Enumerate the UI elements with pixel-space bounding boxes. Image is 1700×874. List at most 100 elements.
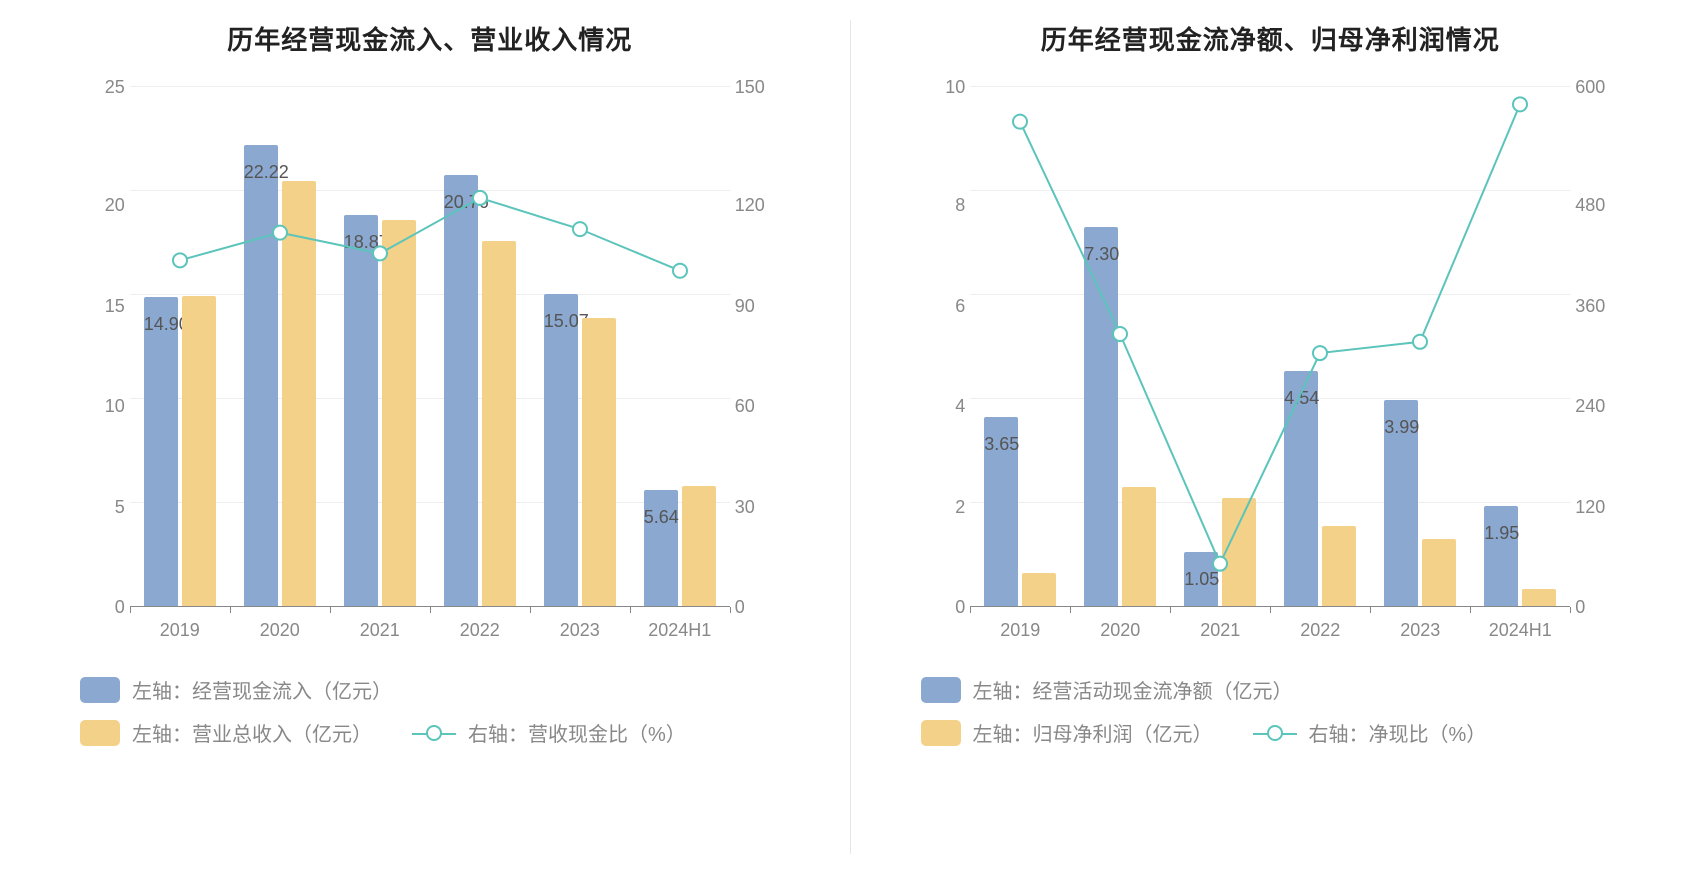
y-tick: 10 — [910, 78, 965, 96]
bar-a: 5.64 — [644, 490, 678, 607]
y-tick: 6 — [910, 297, 965, 315]
bar-b — [1122, 487, 1156, 607]
left-legend: 左轴：经营现金流入（亿元） 左轴：营业总收入（亿元） 右轴：营收现金比（%） — [80, 675, 820, 747]
swatch-bar-icon — [80, 720, 120, 746]
bar-b — [1322, 526, 1356, 607]
bar-a: 18.87 — [344, 215, 378, 607]
x-tick: 2019 — [130, 612, 230, 647]
left-bars: 14.90 22.22 18.87 20.76 15.07 5.64 — [130, 87, 730, 607]
legend-item-bar-b: 左轴：归母净利润（亿元） — [921, 718, 1213, 747]
bar-group: 3.99 — [1370, 87, 1470, 607]
bar-value-label: 5.64 — [644, 507, 678, 528]
left-y-axis-left: 2520151050 — [70, 87, 125, 607]
legend-label: 右轴：营收现金比（%） — [468, 718, 686, 747]
bar-value-label: 4.54 — [1284, 388, 1318, 409]
x-tick: 2023 — [1370, 612, 1470, 647]
y-tick: 5 — [70, 498, 125, 516]
bar-b — [1222, 498, 1256, 607]
bar-b — [582, 318, 616, 607]
y-tick: 120 — [735, 196, 790, 214]
bar-group: 20.76 — [430, 87, 530, 607]
legend-label: 左轴：营业总收入（亿元） — [132, 718, 372, 747]
right-panel: 历年经营现金流净额、归母净利润情况 1086420 60048036024012… — [861, 20, 1681, 854]
left-plot: 14.90 22.22 18.87 20.76 15.07 5.64 — [130, 87, 730, 607]
y-tick: 120 — [1575, 498, 1630, 516]
bar-value-label: 22.22 — [244, 162, 278, 183]
bar-a: 15.07 — [544, 294, 578, 607]
panel-divider — [850, 20, 851, 854]
x-tick: 2019 — [970, 612, 1070, 647]
bar-b — [1522, 589, 1556, 607]
legend-label: 左轴：归母净利润（亿元） — [973, 718, 1213, 747]
x-tick: 2021 — [330, 612, 430, 647]
x-tick: 2022 — [430, 612, 530, 647]
y-tick: 0 — [735, 598, 790, 616]
bar-b — [1022, 573, 1056, 607]
bar-group: 15.07 — [530, 87, 630, 607]
left-y-axis-right: 1501209060300 — [735, 87, 790, 607]
y-tick: 8 — [910, 196, 965, 214]
bar-group: 5.64 — [630, 87, 730, 607]
bar-value-label: 14.90 — [144, 314, 178, 335]
x-tickmark — [1570, 607, 1571, 613]
bar-group: 3.65 — [970, 87, 1070, 607]
swatch-line-icon — [412, 723, 456, 743]
bar-a: 22.22 — [244, 145, 278, 607]
x-tick: 2024H1 — [630, 612, 730, 647]
y-tick: 30 — [735, 498, 790, 516]
x-tick: 2024H1 — [1470, 612, 1570, 647]
bar-group: 1.95 — [1470, 87, 1570, 607]
y-tick: 15 — [70, 297, 125, 315]
left-x-axis: 201920202021202220232024H1 — [130, 612, 730, 647]
bar-b — [1422, 539, 1456, 607]
dashboard: 历年经营现金流入、营业收入情况 2520151050 1501209060300… — [20, 20, 1680, 854]
y-tick: 360 — [1575, 297, 1630, 315]
y-tick: 25 — [70, 78, 125, 96]
bar-b — [282, 181, 316, 607]
right-bars: 3.65 7.30 1.05 4.54 3.99 1.95 — [970, 87, 1570, 607]
left-chart-area: 2520151050 1501209060300 14.9022.2218.87… — [70, 87, 790, 647]
y-tick: 0 — [70, 598, 125, 616]
bar-a: 1.95 — [1484, 506, 1518, 607]
bar-a: 3.65 — [984, 417, 1018, 607]
legend-item-line: 右轴：净现比（%） — [1253, 718, 1487, 747]
swatch-bar-icon — [921, 720, 961, 746]
bar-group: 14.90 — [130, 87, 230, 607]
bar-b — [682, 486, 716, 607]
x-tick: 2021 — [1170, 612, 1270, 647]
y-tick: 2 — [910, 498, 965, 516]
bar-b — [382, 220, 416, 607]
y-tick: 600 — [1575, 78, 1630, 96]
bar-value-label: 15.07 — [544, 311, 578, 332]
bar-a: 1.05 — [1184, 552, 1218, 607]
x-tick: 2023 — [530, 612, 630, 647]
y-tick: 0 — [910, 598, 965, 616]
legend-label: 左轴：经营现金流入（亿元） — [132, 675, 392, 704]
bar-value-label: 1.05 — [1184, 569, 1218, 590]
x-tickmark — [730, 607, 731, 613]
swatch-bar-icon — [921, 677, 961, 703]
right-chart-area: 1086420 6004803602401200 3.657.301.054.5… — [910, 87, 1630, 647]
x-tick: 2020 — [1070, 612, 1170, 647]
bar-value-label: 7.30 — [1084, 244, 1118, 265]
bar-value-label: 1.95 — [1484, 523, 1518, 544]
bar-b — [182, 296, 216, 607]
right-chart-title: 历年经营现金流净额、归母净利润情况 — [881, 20, 1661, 57]
swatch-line-icon — [1253, 723, 1297, 743]
bar-value-label: 3.65 — [984, 434, 1018, 455]
y-tick: 240 — [1575, 397, 1630, 415]
bar-a: 7.30 — [1084, 227, 1118, 607]
right-legend: 左轴：经营活动现金流净额（亿元） 左轴：归母净利润（亿元） 右轴：净现比（%） — [921, 675, 1661, 747]
bar-group: 4.54 — [1270, 87, 1370, 607]
legend-item-bar-a: 左轴：经营现金流入（亿元） — [80, 675, 392, 704]
y-tick: 10 — [70, 397, 125, 415]
bar-a: 4.54 — [1284, 371, 1318, 607]
bar-group: 1.05 — [1170, 87, 1270, 607]
legend-item-bar-a: 左轴：经营活动现金流净额（亿元） — [921, 675, 1293, 704]
right-y-axis-left: 1086420 — [910, 87, 965, 607]
bar-a: 20.76 — [444, 175, 478, 607]
legend-label: 右轴：净现比（%） — [1309, 718, 1487, 747]
y-tick: 150 — [735, 78, 790, 96]
bar-value-label: 18.87 — [344, 232, 378, 253]
y-tick: 60 — [735, 397, 790, 415]
